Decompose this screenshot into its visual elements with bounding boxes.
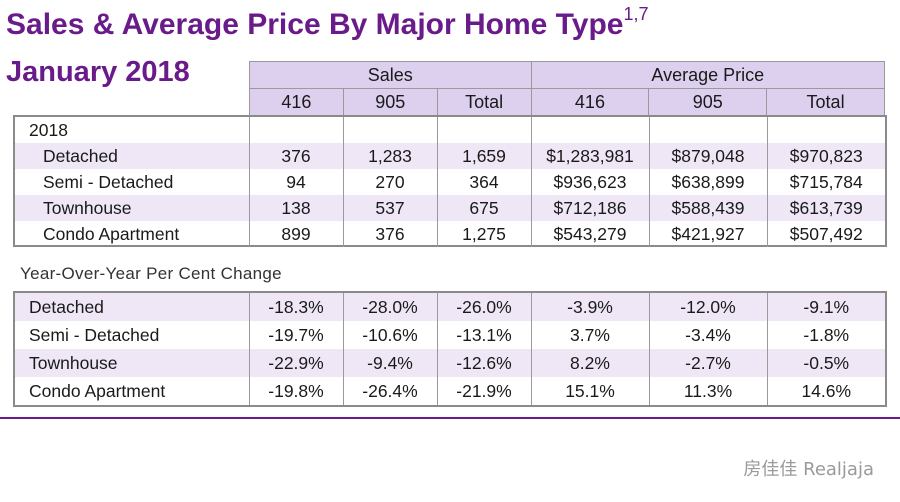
cell: 899 xyxy=(248,221,343,247)
table-row: Detached 376 1,283 1,659 $1,283,981 $879… xyxy=(15,143,885,169)
col-price-total: Total xyxy=(766,88,885,116)
cell: -26.4% xyxy=(342,377,437,405)
sales-table: 2018 Detached 376 1,283 1,659 $1,283,981… xyxy=(15,117,885,247)
cell: 14.6% xyxy=(766,377,885,405)
cell: -9.4% xyxy=(342,349,437,377)
cell: 537 xyxy=(342,195,437,221)
table-row: Townhouse 138 537 675 $712,186 $588,439 … xyxy=(15,195,885,221)
cell: -0.5% xyxy=(766,349,885,377)
yoy-caption: Year-Over-Year Per Cent Change xyxy=(20,264,282,283)
row-label: Townhouse xyxy=(15,195,249,221)
cell: 376 xyxy=(342,221,437,247)
cell: -1.8% xyxy=(766,321,885,349)
cell: 1,283 xyxy=(342,143,437,169)
cell: -21.9% xyxy=(436,377,531,405)
cell: -22.9% xyxy=(248,349,343,377)
cell: 138 xyxy=(248,195,343,221)
cell: 8.2% xyxy=(530,349,649,377)
col-price-416: 416 xyxy=(530,88,650,116)
yoy-table-frame xyxy=(13,291,887,407)
row-label: Detached xyxy=(15,143,249,169)
watermark: 房佳佳 Realjaja xyxy=(743,459,874,480)
cell: -10.6% xyxy=(342,321,437,349)
cell: $613,739 xyxy=(766,195,885,221)
cell: 364 xyxy=(436,169,531,195)
cell: $543,279 xyxy=(530,221,649,247)
cell: $712,186 xyxy=(530,195,649,221)
cell: $421,927 xyxy=(648,221,767,247)
cell: 376 xyxy=(248,143,343,169)
cell: -9.1% xyxy=(766,293,885,321)
cell: -13.1% xyxy=(436,321,531,349)
row-label: Condo Apartment xyxy=(43,223,180,244)
cell: -3.9% xyxy=(530,293,649,321)
cell: 270 xyxy=(342,169,437,195)
year-label: 2018 xyxy=(29,119,68,140)
cell: 11.3% xyxy=(648,377,767,405)
page-subtitle: January 2018 xyxy=(6,56,190,88)
cell: -12.0% xyxy=(648,293,767,321)
cell: 1,659 xyxy=(436,143,531,169)
cell: -18.3% xyxy=(248,293,343,321)
col-price-905: 905 xyxy=(648,88,768,116)
cell: -2.7% xyxy=(648,349,767,377)
col-sales-total: Total xyxy=(436,88,532,116)
col-sales-416: 416 xyxy=(249,88,344,116)
cell: -12.6% xyxy=(436,349,531,377)
table-row: Semi - Detached 94 270 364 $936,623 $638… xyxy=(15,169,885,195)
row-label: Detached xyxy=(15,293,249,321)
row-label: Condo Apartment xyxy=(29,380,166,401)
column-header: Sales Average Price 416 905 Total 416 90… xyxy=(249,61,886,116)
sales-group-header: Sales xyxy=(249,61,532,89)
cell: 3.7% xyxy=(530,321,649,349)
row-label: Semi - Detached xyxy=(29,324,160,345)
footer-divider xyxy=(0,417,900,419)
cell: $715,784 xyxy=(766,169,885,195)
title-text: Sales & Average Price By Major Home Type xyxy=(6,8,624,41)
cell: $879,048 xyxy=(648,143,767,169)
table-row: Detached -18.3% -28.0% -26.0% -3.9% -12.… xyxy=(15,293,885,321)
cell: $638,899 xyxy=(648,169,767,195)
cell: -19.7% xyxy=(248,321,343,349)
cell: $970,823 xyxy=(766,143,885,169)
row-label: Semi - Detached xyxy=(43,171,174,192)
cell: -3.4% xyxy=(648,321,767,349)
table-row: Condo Apartment 899 376 1,275 $543,279 $… xyxy=(15,221,885,247)
table-row: Semi - Detached -19.7% -10.6% -13.1% 3.7… xyxy=(15,321,885,349)
cell: $507,492 xyxy=(766,221,885,247)
cell: 675 xyxy=(436,195,531,221)
col-sales-905: 905 xyxy=(342,88,438,116)
table-row: Condo Apartment -19.8% -26.4% -21.9% 15.… xyxy=(15,377,885,405)
yoy-table: Detached -18.3% -28.0% -26.0% -3.9% -12.… xyxy=(15,293,885,405)
cell: -26.0% xyxy=(436,293,531,321)
cell: $588,439 xyxy=(648,195,767,221)
cell: 94 xyxy=(248,169,343,195)
table-row: Townhouse -22.9% -9.4% -12.6% 8.2% -2.7%… xyxy=(15,349,885,377)
cell: $1,283,981 xyxy=(530,143,649,169)
average-price-group-header: Average Price xyxy=(530,61,886,89)
cell: -19.8% xyxy=(248,377,343,405)
cell: 15.1% xyxy=(530,377,649,405)
row-label: Townhouse xyxy=(15,349,249,377)
cell: -28.0% xyxy=(342,293,437,321)
cell: 1,275 xyxy=(436,221,531,247)
title-footnote: 1,7 xyxy=(623,4,649,24)
page-title: Sales & Average Price By Major Home Type… xyxy=(6,4,649,42)
cell: $936,623 xyxy=(530,169,649,195)
